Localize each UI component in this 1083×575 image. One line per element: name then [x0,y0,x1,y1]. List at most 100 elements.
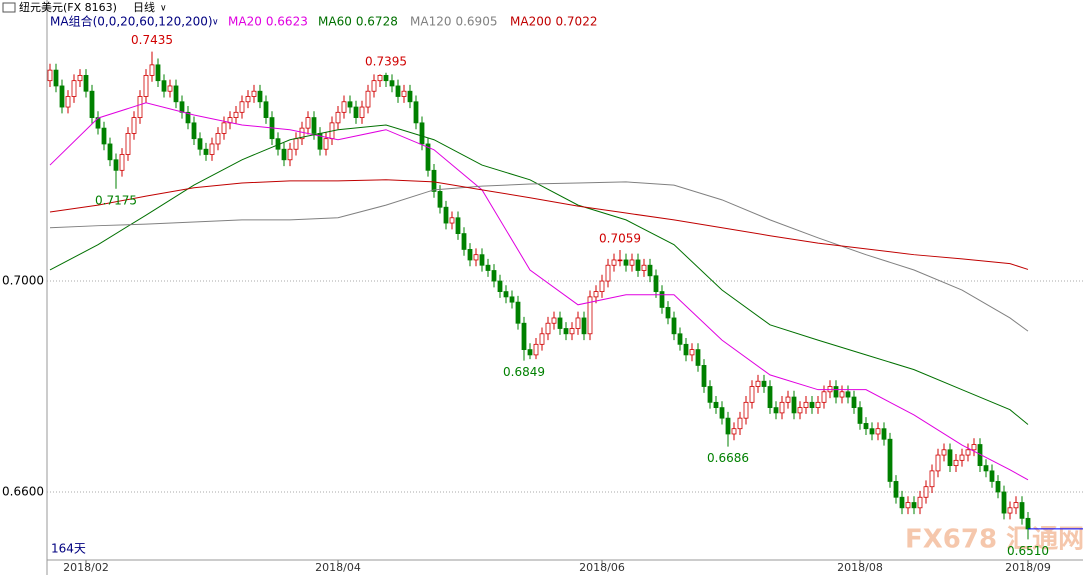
extreme-label: 0.6686 [707,451,749,465]
candle-body [581,317,587,335]
ma-line [49,124,1029,425]
candle-body [911,502,917,509]
candle-body [167,85,173,92]
x-tick-label: 2018/08 [837,561,883,574]
legend-value: 0.6728 [356,15,398,29]
candle-body [491,270,497,282]
candle-body [587,296,593,335]
legend-value: 0.7022 [555,15,597,29]
candle-body [635,259,641,271]
candle-body [401,90,407,97]
candle-body [533,343,539,356]
candle-body [215,133,221,145]
candle-body [527,349,533,356]
candle-body [929,470,935,488]
candle-body [83,75,89,92]
candle-body [71,80,77,97]
candle-body [59,85,65,108]
candle-body [209,143,215,155]
candle-body [461,233,467,250]
candle-body [1007,507,1013,514]
candle-body [497,280,503,293]
candle-body [263,101,269,118]
candle-body [203,148,209,155]
candle-body [809,401,815,409]
x-tick-label: 2018/02 [63,561,109,574]
candle-body [131,117,137,134]
candle-body [941,449,947,456]
candle-body [239,101,245,113]
candle-body [455,217,461,234]
candle-body [281,148,287,161]
candle-body [599,280,605,293]
extreme-label: 0.7395 [365,54,407,68]
candle-body [755,380,761,387]
candle-body [425,143,431,171]
candle-body [557,317,563,329]
candle-body [815,401,821,409]
candle-body [515,301,521,324]
candle-body [869,428,875,435]
candle-body [161,80,167,92]
candle-body [743,401,749,419]
candle-body [347,101,353,108]
period[interactable]: 日线 [133,0,155,14]
candle-body [1025,517,1031,530]
candle-body [113,159,119,171]
candle-body [383,75,389,82]
candle-body [545,322,551,335]
symbol[interactable]: 纽元美元(FX 8163) [19,0,117,14]
candle-body [413,101,419,124]
candle-body [89,90,95,118]
candle-body [875,428,881,435]
candle-body [899,496,905,509]
candle-body [287,148,293,161]
candle-body [677,333,683,345]
candle-body [665,307,671,319]
candle-body [539,333,545,345]
candle-body [47,69,53,82]
legend-title[interactable]: MA组合(0,0,20,60,120,200) [50,14,213,29]
candle-body [965,449,971,456]
candle-body [191,122,197,140]
candle-body [179,101,185,113]
candle-body [659,291,665,308]
candle-body [305,117,311,129]
candle-body [737,417,743,430]
candle-body [293,138,299,150]
candle-body [1019,502,1025,519]
candle-body [647,264,653,277]
candle-body [251,90,257,97]
legend-value: 0.6623 [266,15,308,29]
dropdown-arrow[interactable]: ∨ [160,4,167,14]
days-label: 164天 [51,542,86,556]
candle-body [407,90,413,103]
candle-body [419,122,425,145]
candle-body [833,386,839,398]
candle-body [617,259,623,262]
candle-body [365,90,371,108]
candle-body [701,365,707,387]
candle-body [395,85,401,97]
candle-body [761,380,767,387]
candle-body [353,106,359,118]
candle-body [653,275,659,293]
x-tick-label: 2018/04 [315,561,361,574]
candle-body [689,349,695,356]
candle-body [995,481,1001,493]
candle-body [257,90,263,103]
extreme-label: 0.6849 [503,365,545,379]
candle-body [155,64,161,82]
candle-body [575,317,581,329]
candle-body [725,417,731,435]
candle-body [299,127,305,140]
candle-body [149,64,155,76]
candle-body [221,122,227,134]
menu-icon[interactable] [2,2,16,13]
candle-body [341,101,347,113]
dropdown-arrow[interactable]: ∨ [212,18,219,28]
candle-body [719,407,725,419]
candle-body [785,396,791,403]
legend-name: MA120 [410,15,451,29]
